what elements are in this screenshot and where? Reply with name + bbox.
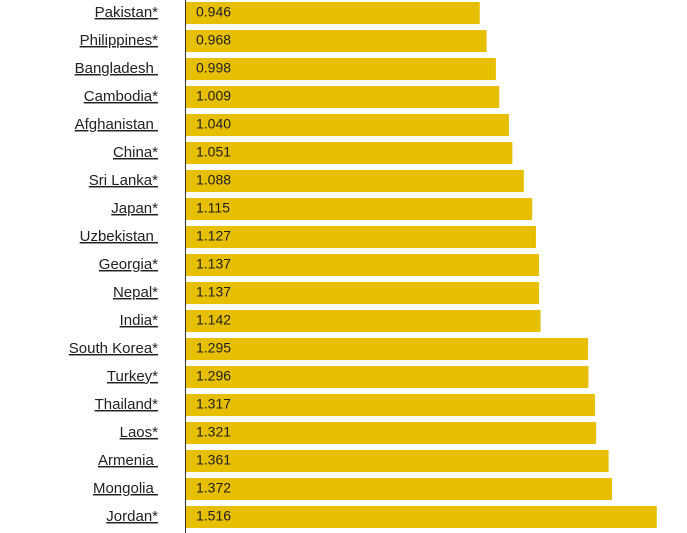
category-link[interactable]: Turkey* [107, 368, 158, 385]
category-link[interactable]: India* [120, 312, 159, 329]
category-link[interactable]: Nepal* [113, 284, 158, 301]
category-link[interactable]: Philippines* [80, 32, 159, 49]
category-link[interactable]: Georgia* [99, 256, 158, 273]
value-label: 1.516 [196, 508, 231, 524]
bar [186, 422, 597, 444]
value-label: 0.968 [196, 32, 231, 48]
bar [186, 170, 524, 192]
category-link[interactable]: Laos* [120, 424, 159, 441]
category-link[interactable]: Thailand* [95, 396, 159, 413]
value-label: 1.127 [196, 228, 231, 244]
bar [186, 450, 609, 472]
category-link[interactable]: Armenia [98, 452, 158, 469]
value-label: 1.361 [196, 452, 231, 468]
value-label: 1.051 [196, 144, 231, 160]
value-label: 0.946 [196, 4, 231, 20]
value-label: 1.142 [196, 312, 231, 328]
bar [186, 506, 657, 528]
category-link[interactable]: South Korea* [69, 340, 158, 357]
category-link[interactable]: Pakistan* [95, 4, 159, 21]
value-label: 1.040 [196, 116, 231, 132]
bar [186, 58, 496, 80]
bar [186, 282, 540, 304]
category-link[interactable]: Bangladesh [75, 60, 158, 77]
category-link[interactable]: Mongolia [93, 480, 158, 497]
category-link[interactable]: Uzbekistan [80, 228, 158, 245]
category-link[interactable]: China* [113, 144, 158, 161]
bar [186, 478, 613, 500]
value-label: 1.295 [196, 340, 231, 356]
bar [186, 86, 500, 108]
value-label: 1.115 [196, 200, 230, 216]
bar [186, 254, 540, 276]
bar [186, 226, 536, 248]
value-label: 1.009 [196, 88, 231, 104]
category-link[interactable]: Sri Lanka* [89, 172, 158, 189]
value-label: 1.137 [196, 256, 231, 272]
category-link[interactable]: Jordan* [106, 508, 158, 525]
value-label: 1.088 [196, 172, 231, 188]
bar [186, 142, 513, 164]
category-link[interactable]: Japan* [111, 200, 158, 217]
bar [186, 310, 541, 332]
value-label: 1.317 [196, 396, 231, 412]
category-link[interactable]: Cambodia* [84, 88, 158, 105]
value-label: 1.321 [196, 424, 231, 440]
bar [186, 338, 589, 360]
bar [186, 2, 480, 24]
bar [186, 30, 487, 52]
value-label: 1.137 [196, 284, 231, 300]
bar [186, 366, 589, 388]
bar [186, 394, 595, 416]
value-label: 0.998 [196, 60, 231, 76]
value-label: 1.372 [196, 480, 231, 496]
bar [186, 114, 509, 136]
value-label: 1.296 [196, 368, 231, 384]
bar [186, 198, 533, 220]
category-link[interactable]: Afghanistan [75, 116, 158, 133]
